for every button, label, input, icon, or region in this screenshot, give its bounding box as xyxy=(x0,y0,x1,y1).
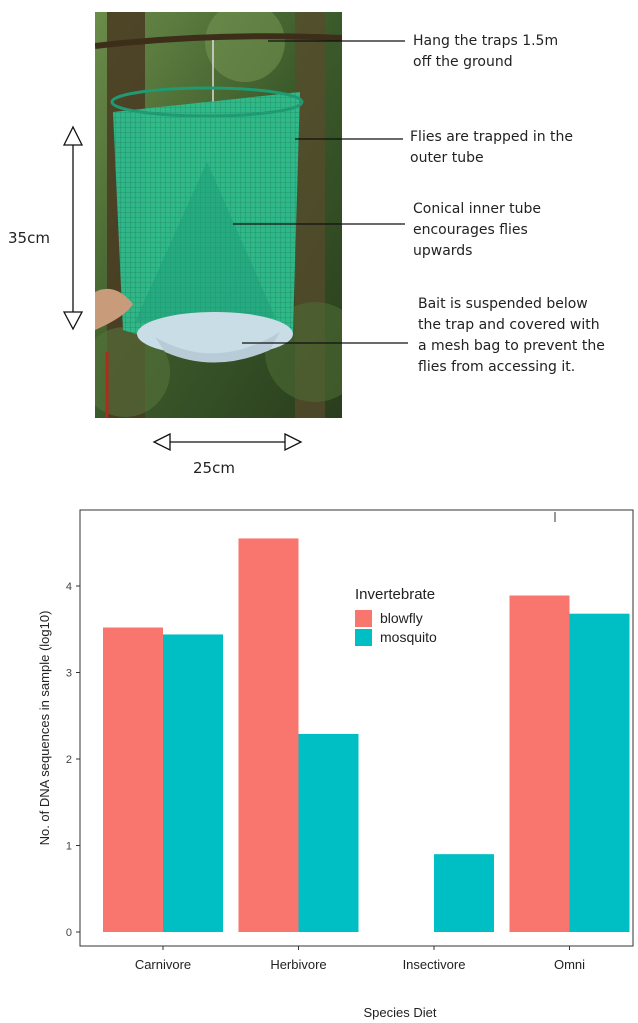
y-tick-label: 0 xyxy=(66,927,72,939)
plot-panel-border xyxy=(79,509,634,947)
legend: Invertebrate blowfly mosquito xyxy=(355,586,437,646)
figure-overlay xyxy=(62,40,408,452)
x-tick-label: Herbivore xyxy=(270,957,326,972)
annotation-bait: Bait is suspended below the trap and cov… xyxy=(418,296,605,375)
y-tick-label: 3 xyxy=(66,668,72,680)
legend-title: Invertebrate xyxy=(355,586,435,603)
bar-mosquito-insectivore xyxy=(434,854,494,932)
legend-swatch-blowfly xyxy=(355,610,372,627)
height-dimension-label: 35cm xyxy=(8,229,50,247)
bar-blowfly-herbivore xyxy=(238,538,299,932)
legend-label-mosquito: mosquito xyxy=(380,629,437,645)
dna-sequences-bar-chart: 0 1 2 3 4 Carnivore Herbivore Insectivore Omni I… xyxy=(37,509,634,1020)
legend-label-blowfly: blowfly xyxy=(380,610,423,626)
bar-mosquito-herbivore xyxy=(298,733,359,932)
y-axis-title: No. of DNA sequences in sample (log10) xyxy=(37,611,52,846)
legend-swatch-mosquito xyxy=(355,629,372,646)
trap-photo xyxy=(95,12,342,418)
bar-mosquito-omni xyxy=(569,613,630,932)
width-dimension-label: 25cm xyxy=(193,459,235,477)
y-tick-label: 1 xyxy=(66,841,72,853)
x-tick-label: Insectivore xyxy=(403,957,466,972)
bar-mosquito-carnivore xyxy=(163,634,223,932)
annotation-inner-cone: Conical inner tube encourages flies upwa… xyxy=(413,201,542,259)
bar-blowfly-carnivore xyxy=(103,627,163,932)
x-tick-label: Omni xyxy=(554,957,585,972)
plot-area: 0 1 2 3 4 Carnivore Herbivore Insectivore Omni xyxy=(66,509,634,972)
annotation-hang-height: Hang the traps 1.5m off the ground xyxy=(413,33,559,70)
bar-blowfly-omni xyxy=(509,595,570,932)
y-tick-label: 4 xyxy=(66,581,72,593)
height-dimension-arrow xyxy=(62,125,84,331)
width-dimension-arrow xyxy=(152,432,303,452)
x-tick-label: Carnivore xyxy=(135,957,191,972)
annotation-outer-tube: Flies are trapped in the outer tube xyxy=(410,129,574,166)
x-axis-title: Species Diet xyxy=(364,1005,437,1020)
y-tick-label: 2 xyxy=(66,754,72,766)
